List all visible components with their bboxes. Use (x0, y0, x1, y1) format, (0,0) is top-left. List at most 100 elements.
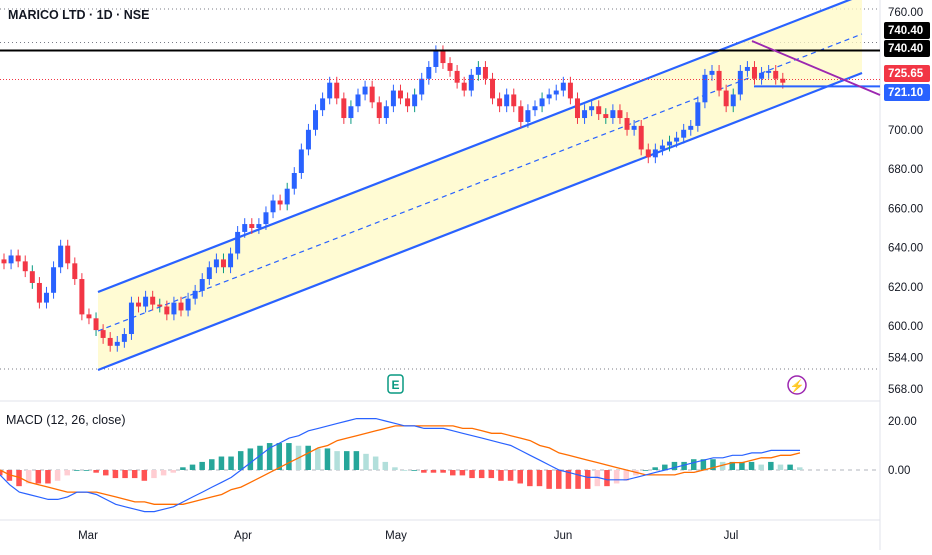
macd-title: MACD (12, 26, close) (6, 413, 126, 427)
candle-body (780, 78, 786, 83)
macd-histogram-bar (536, 470, 543, 487)
candle-body (759, 72, 765, 79)
macd-histogram-bar (199, 461, 205, 470)
candle-body (383, 106, 389, 119)
candle-body (532, 106, 538, 111)
price-tick-label: 760.00 (888, 7, 923, 19)
macd-histogram-bar (729, 461, 736, 470)
candle-body (447, 63, 453, 71)
candle-body (249, 224, 255, 228)
price-tag (884, 22, 930, 39)
macd-histogram-bar (469, 470, 475, 479)
candle-body (256, 224, 262, 228)
macd-histogram-bar (719, 461, 726, 470)
candle-body (355, 94, 361, 107)
candle-body (433, 51, 439, 67)
macd-histogram-bar (748, 461, 755, 470)
macd-histogram-bar (257, 445, 263, 470)
macd-histogram-bar (459, 470, 466, 476)
macd-signal-line (0, 425, 801, 505)
candle-body (645, 149, 651, 158)
price-tick-label: 640.00 (888, 243, 923, 255)
candle-body (390, 90, 396, 107)
candle-body (419, 78, 425, 95)
candle-body (114, 341, 120, 346)
candle-body (305, 129, 311, 150)
macd-histogram-bar (131, 470, 138, 479)
candle-body (72, 263, 78, 280)
macd-histogram-bar (758, 464, 764, 470)
candle-body (86, 314, 92, 319)
macd-histogram-bar (363, 453, 369, 470)
earnings-marker[interactable] (387, 374, 404, 394)
price-tag-label: 740.40 (888, 43, 923, 55)
candle-body (376, 102, 382, 119)
macd-histogram-bar (401, 470, 408, 471)
macd-histogram-bar (681, 461, 687, 470)
macd-histogram-bar (662, 464, 668, 470)
candle-body (29, 271, 35, 283)
candle-body (164, 306, 170, 315)
candle-body (242, 224, 248, 232)
candle-body (490, 78, 496, 99)
macd-histogram-bar (517, 470, 523, 484)
time-axis-label: Mar (78, 530, 98, 542)
candle-body (659, 145, 665, 150)
candle-body (652, 149, 658, 158)
time-axis-label: Jun (554, 530, 573, 542)
macd-histogram-bar (334, 451, 340, 470)
candle-body (440, 51, 446, 64)
candle-body (475, 66, 481, 75)
candle-body (22, 261, 28, 272)
candle-body (327, 82, 333, 99)
macd-histogram-bar (527, 470, 533, 487)
candle-body (482, 66, 488, 79)
macd-tick-label: 20.00 (888, 416, 917, 428)
macd-histogram-bar (565, 470, 572, 489)
candle-body (51, 267, 57, 293)
candle-body (709, 70, 715, 75)
macd-histogram-bar (440, 470, 446, 473)
macd-histogram-bar (604, 470, 610, 487)
macd-histogram-bar (286, 443, 292, 470)
macd-histogram-bar (546, 470, 552, 489)
macd-histogram-bar (556, 470, 562, 489)
candle-body (426, 66, 432, 79)
macd-histogram-bar (478, 470, 485, 479)
candle-body (341, 98, 347, 119)
candle-body (603, 114, 609, 119)
channel-mid-line[interactable] (97, 33, 863, 332)
macd-histogram-bar (25, 470, 32, 484)
macd-histogram-bar (768, 461, 774, 470)
price-tick-label: 568.00 (888, 384, 923, 396)
macd-histogram-bar (16, 470, 22, 487)
macd-histogram-bar (421, 470, 427, 473)
macd-histogram-bar (180, 467, 186, 470)
candle-body (143, 296, 149, 307)
macd-histogram-bar (353, 451, 360, 470)
candle-body (220, 259, 226, 268)
candle-body (150, 296, 156, 305)
channel-lower-line[interactable] (97, 71, 863, 372)
candle-body (546, 94, 552, 99)
macd-histogram-bar (141, 470, 148, 481)
candle-body (228, 253, 234, 268)
candle-body (539, 98, 545, 107)
candle-body (674, 137, 680, 142)
candle-body (270, 200, 276, 213)
candle-body (553, 90, 559, 95)
candle-body (412, 94, 418, 107)
macd-histogram-bar (642, 470, 649, 471)
macd-histogram-bar (209, 459, 215, 470)
macd-histogram-bar (170, 470, 176, 473)
macd-histogram-bar (488, 470, 495, 479)
macd-histogram-bar (324, 448, 331, 470)
price-tag (884, 84, 930, 101)
dividend-marker[interactable] (787, 375, 807, 395)
channel-upper-line[interactable] (97, 0, 862, 294)
candle-body (36, 282, 42, 303)
macd-histogram-bar (112, 470, 119, 479)
macd-histogram-bar (343, 451, 350, 470)
purple-trend-line[interactable] (751, 40, 881, 96)
